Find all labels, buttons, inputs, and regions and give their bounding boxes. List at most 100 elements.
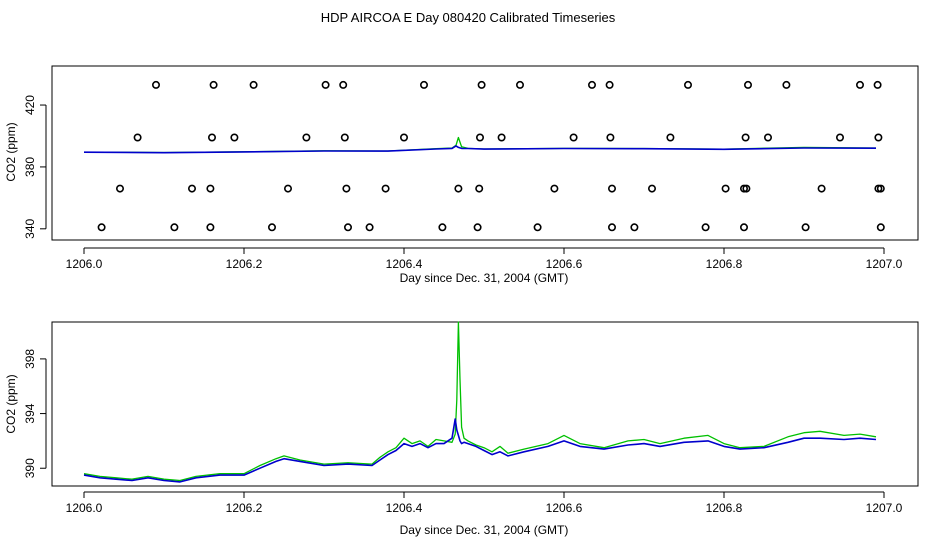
bottom-x-tick-label: 1207.0 xyxy=(866,501,903,515)
top-flask-marker xyxy=(630,223,639,232)
top-flask-marker xyxy=(587,80,596,89)
top-flask-marker xyxy=(742,184,751,193)
bottom-plot-frame xyxy=(51,321,919,487)
bottom-x-tick-label: 1206.0 xyxy=(66,501,103,515)
bottom-y-axis: 390 394 398 xyxy=(23,349,47,478)
top-y-tick-label: 380 xyxy=(23,157,37,177)
bottom-y-axis-label: CO2 (ppm) xyxy=(4,374,18,433)
top-flask-marker xyxy=(340,133,349,142)
top-flask-marker xyxy=(801,223,810,232)
top-flask-marker xyxy=(743,80,752,89)
top-flask-marker xyxy=(701,223,710,232)
top-flask-marker xyxy=(721,184,730,193)
top-flask-marker xyxy=(381,184,390,193)
top-flask-marker xyxy=(283,184,292,193)
bottom-y-tick-label: 394 xyxy=(23,403,37,423)
top-flask-marker xyxy=(873,80,882,89)
top-flask-marker xyxy=(876,223,885,232)
top-flask-marker xyxy=(817,184,826,193)
top-flask-marker xyxy=(835,133,844,142)
top-flask-marker xyxy=(606,133,615,142)
top-flask-marker xyxy=(97,223,106,232)
top-flask-marker xyxy=(782,80,791,89)
top-flask-marker xyxy=(874,133,883,142)
top-x-axis-label: Day since Dec. 31, 2004 (GMT) xyxy=(400,271,569,285)
top-flask-marker xyxy=(739,223,748,232)
top-flask-marker xyxy=(855,80,864,89)
top-flask-marker xyxy=(550,184,559,193)
bottom-panel: 1206.0 1206.2 1206.4 1206.6 1206.8 1207.0 390… xyxy=(4,321,919,537)
top-panel: 1206.0 1206.2 1206.4 1206.6 1206.8 1207.0 340… xyxy=(4,65,919,285)
top-x-tick-label: 1206.6 xyxy=(546,257,583,271)
top-flask-marker xyxy=(473,223,482,232)
top-flask-marker xyxy=(208,133,217,142)
top-flask-marker xyxy=(475,184,484,193)
top-flask-marker xyxy=(321,80,330,89)
top-flask-marker xyxy=(249,80,258,89)
top-x-tick-label: 1206.4 xyxy=(386,257,423,271)
top-flask-marker xyxy=(515,80,524,89)
top-plot-frame xyxy=(51,65,919,241)
top-flask-marker xyxy=(477,80,486,89)
top-flask-marker xyxy=(206,184,215,193)
top-markers-group xyxy=(97,80,885,232)
bottom-x-tick-label: 1206.4 xyxy=(386,501,423,515)
top-flask-marker xyxy=(647,184,656,193)
top-flask-marker xyxy=(302,133,311,142)
top-y-axis: 340 380 420 xyxy=(23,95,47,239)
top-flask-marker xyxy=(267,223,276,232)
top-flask-marker xyxy=(209,80,218,89)
chart-title: HDP AIRCOA E Day 080420 Calibrated Times… xyxy=(321,10,616,25)
top-y-tick-label: 420 xyxy=(23,95,37,115)
top-flask-marker xyxy=(419,80,428,89)
top-x-tick-label: 1207.0 xyxy=(866,257,903,271)
top-flask-marker xyxy=(607,223,616,232)
top-flask-marker xyxy=(533,223,542,232)
top-flask-marker xyxy=(438,223,447,232)
top-flask-marker xyxy=(569,133,578,142)
bottom-x-tick-label: 1206.6 xyxy=(546,501,583,515)
bottom-x-axis: 1206.0 1206.2 1206.4 1206.6 1206.8 1207.0 xyxy=(66,491,903,515)
top-flask-marker xyxy=(605,80,614,89)
top-flask-marker xyxy=(475,133,484,142)
top-flask-marker xyxy=(342,184,351,193)
top-flask-marker xyxy=(170,223,179,232)
top-y-tick-label: 340 xyxy=(23,218,37,238)
top-x-tick-label: 1206.2 xyxy=(226,257,263,271)
top-flask-marker xyxy=(116,184,125,193)
bottom-series-group xyxy=(83,321,877,483)
top-flask-marker xyxy=(607,184,616,193)
bottom-blue-series-line xyxy=(83,418,877,483)
top-x-axis: 1206.0 1206.2 1206.4 1206.6 1206.8 1207.0 xyxy=(66,247,903,271)
top-flask-marker xyxy=(206,223,215,232)
top-y-axis-label: CO2 (ppm) xyxy=(4,122,18,181)
top-flask-marker xyxy=(666,133,675,142)
bottom-green-series-line xyxy=(83,321,877,482)
top-flask-marker xyxy=(454,184,463,193)
top-x-tick-label: 1206.0 xyxy=(66,257,103,271)
bottom-x-tick-label: 1206.2 xyxy=(226,501,263,515)
top-flask-marker xyxy=(230,133,239,142)
bottom-x-tick-label: 1206.8 xyxy=(706,501,743,515)
top-green-series-line xyxy=(83,136,877,154)
top-flask-marker xyxy=(497,133,506,142)
bottom-y-tick-label: 390 xyxy=(23,458,37,478)
top-x-tick-label: 1206.8 xyxy=(706,257,743,271)
top-blue-series-line xyxy=(83,145,877,154)
bottom-x-axis-label: Day since Dec. 31, 2004 (GMT) xyxy=(400,523,569,537)
top-flask-marker xyxy=(343,223,352,232)
top-flask-marker xyxy=(763,133,772,142)
bottom-y-tick-label: 398 xyxy=(23,349,37,369)
top-flask-marker xyxy=(739,184,748,193)
top-flask-marker xyxy=(741,133,750,142)
top-flask-marker xyxy=(683,80,692,89)
top-flask-marker xyxy=(876,184,885,193)
top-flask-marker xyxy=(365,223,374,232)
top-flask-marker xyxy=(188,184,197,193)
top-series-group xyxy=(83,136,877,154)
top-flask-marker xyxy=(399,133,408,142)
top-flask-marker xyxy=(339,80,348,89)
top-flask-marker xyxy=(152,80,161,89)
